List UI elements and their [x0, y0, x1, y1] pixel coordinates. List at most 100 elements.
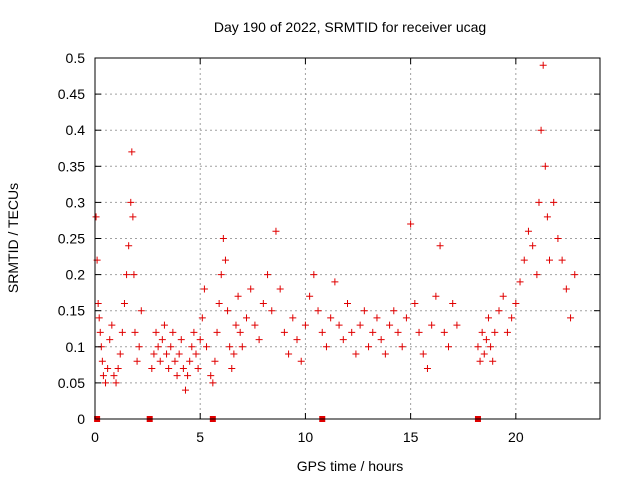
data-point — [230, 350, 238, 358]
data-point — [129, 213, 137, 221]
data-point — [411, 299, 419, 307]
y-tick-labels: 0 0.05 0.1 0.15 0.2 0.25 0.3 0.35 0.4 0.45 0.5 — [58, 50, 85, 427]
data-point — [537, 126, 545, 134]
data-point — [194, 364, 202, 372]
y-tick-label: 0.4 — [66, 122, 86, 138]
data-point — [407, 220, 415, 228]
data-point — [198, 314, 206, 322]
x-tick-label: 0 — [91, 429, 99, 445]
data-point — [360, 307, 368, 315]
data-point — [533, 271, 541, 279]
data-point — [415, 328, 423, 336]
data-point — [524, 227, 532, 235]
data-point — [293, 336, 301, 344]
data-point — [179, 364, 187, 372]
data-point — [318, 328, 326, 336]
data-point — [224, 307, 232, 315]
data-point — [276, 285, 284, 293]
data-point — [192, 350, 200, 358]
data-point — [301, 321, 309, 329]
data-point — [209, 379, 217, 387]
data-point — [402, 314, 410, 322]
data-point — [529, 242, 537, 250]
data-point — [487, 343, 495, 351]
data-point — [259, 299, 267, 307]
y-tick-label: 0.05 — [58, 375, 85, 391]
data-point — [436, 242, 444, 250]
data-point — [394, 328, 402, 336]
data-point — [453, 321, 461, 329]
data-point — [102, 379, 110, 387]
data-point — [247, 285, 255, 293]
data-point — [234, 292, 242, 300]
data-point — [120, 299, 128, 307]
data-point — [108, 321, 116, 329]
data-point — [158, 336, 166, 344]
data-point — [173, 372, 181, 380]
x-axis-title: GPS time / hours — [297, 458, 404, 474]
data-point — [156, 357, 164, 365]
axis-ticks — [94, 57, 600, 420]
data-point — [508, 314, 516, 322]
data-point — [369, 328, 377, 336]
data-point — [280, 328, 288, 336]
data-point — [104, 364, 112, 372]
data-point — [489, 357, 497, 365]
data-point — [539, 61, 547, 69]
data-point — [131, 328, 139, 336]
data-point — [546, 256, 553, 264]
data-point — [571, 271, 579, 279]
data-point — [419, 350, 427, 358]
data-point — [116, 350, 124, 358]
data-point — [558, 256, 566, 264]
data-point — [128, 148, 136, 156]
data-point — [423, 364, 431, 372]
x-tick-label: 5 — [196, 429, 204, 445]
data-point — [381, 350, 389, 358]
data-point — [567, 314, 575, 322]
data-point — [152, 328, 160, 336]
data-point — [127, 198, 135, 206]
y-tick-label: 0.45 — [58, 86, 85, 102]
data-point — [365, 343, 373, 351]
data-point — [327, 314, 335, 322]
data-point — [474, 343, 482, 351]
data-point — [228, 364, 236, 372]
y-tick-label: 0.25 — [58, 231, 85, 247]
grid-lines — [95, 58, 600, 419]
data-point — [133, 357, 141, 365]
data-point — [503, 328, 511, 336]
y-tick-label: 0.15 — [58, 303, 85, 319]
data-point — [512, 299, 520, 307]
data-point — [289, 314, 297, 322]
x-tick-label: 20 — [508, 429, 524, 445]
data-point — [96, 328, 104, 336]
data-point — [219, 235, 227, 242]
y-tick-label: 0.3 — [66, 194, 86, 210]
data-point — [175, 350, 183, 358]
data-point — [339, 336, 347, 344]
data-point — [200, 285, 208, 293]
data-point — [99, 372, 107, 380]
data-point — [348, 328, 356, 336]
data-point — [114, 364, 122, 372]
x-tick-label: 15 — [403, 429, 419, 445]
data-point — [118, 328, 126, 336]
data-point — [150, 350, 158, 358]
data-point — [255, 336, 263, 344]
data-point — [491, 328, 499, 336]
data-point — [207, 372, 215, 380]
data-point — [196, 336, 204, 344]
data-point — [440, 328, 448, 336]
data-point — [297, 357, 305, 365]
data-point — [169, 328, 177, 336]
data-point — [478, 328, 486, 336]
data-point — [310, 271, 318, 279]
data-point — [165, 364, 173, 372]
data-point — [130, 271, 138, 279]
data-point — [264, 271, 272, 279]
data-point — [476, 357, 484, 365]
data-point — [306, 292, 314, 300]
data-point — [190, 328, 198, 336]
